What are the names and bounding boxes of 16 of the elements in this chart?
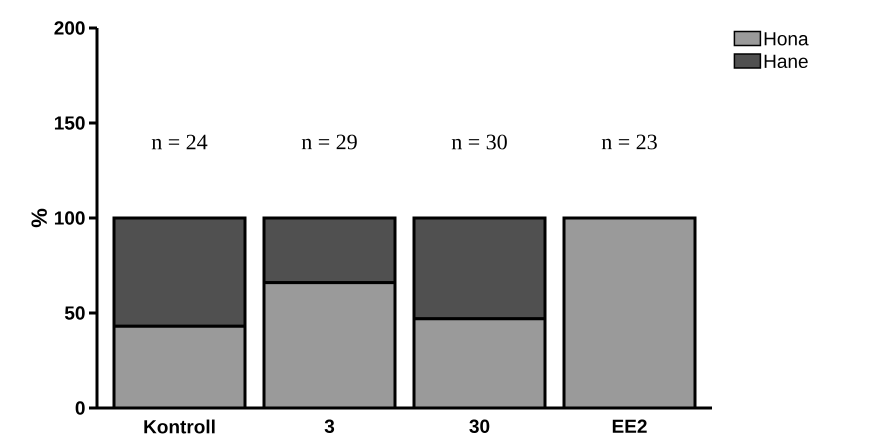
legend-label: Hona [764,32,809,46]
y-tick-label: 150 [54,116,85,130]
x-tick-label: 30 [469,420,490,434]
y-tick-label: 200 [54,21,85,35]
annotation: n = 30 [452,134,507,150]
legend-label: Hane [764,54,808,68]
annotation: n = 29 [302,134,357,150]
y-axis-title: % [31,208,47,228]
y-tick-label: 100 [54,211,85,225]
annotation: n = 23 [602,134,657,150]
x-tick-label: 3 [324,420,334,434]
y-tick-label: 50 [64,306,85,320]
annotation: n = 24 [152,134,208,150]
x-tick-label: EE2 [612,420,647,433]
y-tick-label: 0 [76,401,85,415]
x-tick-label: Kontroll [144,420,215,434]
